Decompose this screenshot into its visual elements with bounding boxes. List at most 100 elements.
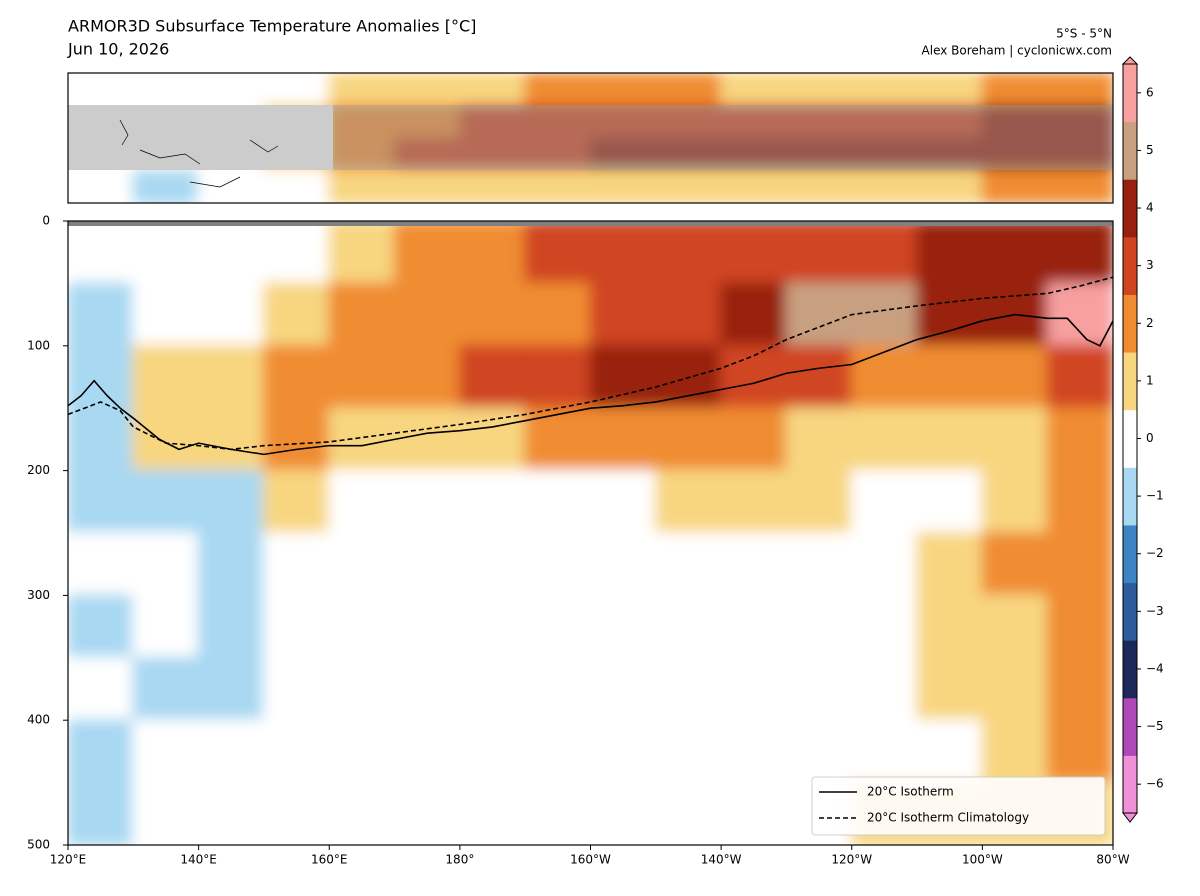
field-cell <box>654 656 723 722</box>
field-cell <box>981 532 1049 597</box>
map-cell <box>1046 169 1113 203</box>
field-cell <box>1046 532 1113 597</box>
colorbar-tick-label: 0 <box>1146 431 1154 445</box>
map-cell <box>916 169 984 203</box>
field-cell <box>654 407 723 472</box>
region-label: 5°S - 5°N <box>1056 27 1112 41</box>
field-cell <box>393 532 461 597</box>
field-cell <box>197 594 265 659</box>
map-cell <box>68 169 135 203</box>
field-cell <box>393 781 461 845</box>
field-cell <box>68 656 135 722</box>
map-cell <box>393 169 461 203</box>
field-cell <box>458 469 527 534</box>
colorbar-bin <box>1123 236 1137 295</box>
colorbar-tick-label: 4 <box>1146 201 1154 215</box>
field-cell <box>1046 221 1113 285</box>
map-cell <box>458 73 527 107</box>
colorbar-tick-label: −6 <box>1146 777 1164 791</box>
field-cell <box>132 469 200 534</box>
map-cell <box>328 104 396 139</box>
map-cell <box>720 73 788 107</box>
colorbar-bin <box>1123 697 1137 756</box>
map-cell <box>589 73 657 107</box>
field-cell <box>720 532 788 597</box>
map-cell <box>262 169 331 203</box>
map-cell <box>589 104 657 139</box>
field-cell <box>262 594 331 659</box>
field-cell <box>524 344 592 410</box>
field-cell <box>1046 594 1113 659</box>
map-cell <box>720 104 788 139</box>
map-cell <box>916 137 984 172</box>
x-tick-label: 160°W <box>570 853 611 867</box>
field-cell <box>262 344 331 410</box>
map-cell <box>785 169 853 203</box>
field-cell <box>262 469 331 534</box>
map-cell <box>68 73 135 107</box>
map-cell <box>524 137 592 172</box>
field-cell <box>524 594 592 659</box>
map-cell <box>328 73 396 107</box>
colorbar-bin <box>1123 179 1137 238</box>
map-cell <box>132 73 200 107</box>
map-cell <box>524 73 592 107</box>
field-cell <box>328 282 396 347</box>
colorbar-tick-label: 5 <box>1146 143 1154 157</box>
colorbar-bin <box>1123 121 1137 180</box>
field-cell <box>720 469 788 534</box>
colorbar-bin <box>1123 409 1137 468</box>
y-tick-label: 500 <box>27 838 50 852</box>
map-cell <box>916 73 984 107</box>
field-cell <box>850 344 919 410</box>
field-cell <box>916 221 984 285</box>
field-cell <box>524 407 592 472</box>
x-tick-label: 140°W <box>701 853 742 867</box>
x-tick-label: 140°E <box>180 853 217 867</box>
field-cell <box>197 781 265 845</box>
field-cell <box>262 282 331 347</box>
field-cell <box>720 407 788 472</box>
map-cell <box>850 137 919 172</box>
field-cell <box>262 221 331 285</box>
field-cell <box>197 407 265 472</box>
field-cell <box>654 532 723 597</box>
field-cell <box>458 532 527 597</box>
map-cell <box>589 169 657 203</box>
field-cell <box>197 532 265 597</box>
field-cell <box>132 781 200 845</box>
colorbar-extend-top <box>1121 56 1139 65</box>
field-cell <box>328 594 396 659</box>
field-cell <box>132 344 200 410</box>
field-cell <box>197 344 265 410</box>
map-cell <box>393 137 461 172</box>
x-tick-label: 100°W <box>962 853 1003 867</box>
map-cell <box>720 137 788 172</box>
coastline <box>119 119 279 188</box>
field-cell <box>393 469 461 534</box>
colorbar-bin <box>1123 582 1137 641</box>
field-cell <box>68 344 135 410</box>
map-cell <box>850 73 919 107</box>
field-cell <box>981 221 1049 285</box>
field-cell <box>654 594 723 659</box>
field-cell <box>981 407 1049 472</box>
field-cell <box>524 469 592 534</box>
map-cell <box>916 104 984 139</box>
map-cell <box>1046 137 1113 172</box>
y-tick-label: 0 <box>42 214 50 228</box>
field-cell <box>785 344 853 410</box>
x-tick-label: 180° <box>445 853 474 867</box>
colorbar-tick-label: 6 <box>1146 85 1154 99</box>
field-cell <box>328 221 396 285</box>
field-cell <box>785 532 853 597</box>
field-cell <box>458 781 527 845</box>
field-cell <box>393 594 461 659</box>
field-cell <box>262 781 331 845</box>
credit: Alex Boreham | cyclonicwx.com <box>922 44 1112 58</box>
field-cell <box>68 469 135 534</box>
map-cell <box>785 104 853 139</box>
field-cell <box>1046 656 1113 722</box>
field-cell <box>68 407 135 472</box>
field-cell <box>132 532 200 597</box>
